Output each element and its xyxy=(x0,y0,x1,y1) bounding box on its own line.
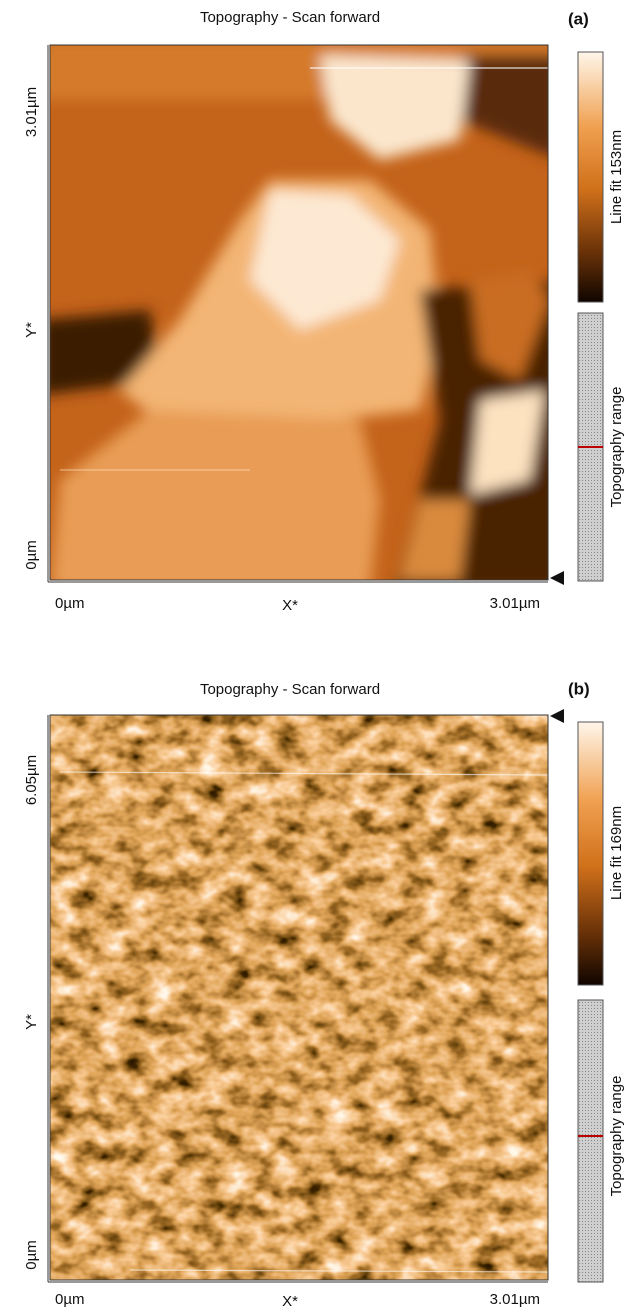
range-box xyxy=(578,1000,603,1282)
colorbar-label: Line fit 153nm xyxy=(608,130,625,224)
panel-label: (a) xyxy=(568,9,589,28)
x-left-label: 0µm xyxy=(55,595,84,612)
x-axis-name: X* xyxy=(282,597,298,614)
range-label: Topography range xyxy=(608,1076,625,1197)
panel-label: (b) xyxy=(568,679,590,698)
x-left-label: 0µm xyxy=(55,1291,84,1308)
y-bottom-label: 0µm xyxy=(23,540,40,569)
x-right-label: 3.01µm xyxy=(490,1291,540,1308)
colorbar-label: Line fit 169nm xyxy=(608,806,625,900)
x-axis-name: X* xyxy=(282,1293,298,1310)
afm-image xyxy=(40,40,560,590)
y-axis-name: Y* xyxy=(23,322,40,338)
afm-image xyxy=(50,715,548,1280)
panel-title: Topography - Scan forward xyxy=(200,9,380,26)
y-axis-name: Y* xyxy=(23,1014,40,1030)
range-label: Topography range xyxy=(608,387,625,508)
panel-a: Topography - Scan forward (a) 3.01µm Y* … xyxy=(23,9,625,614)
y-bottom-label: 0µm xyxy=(23,1240,40,1269)
colorbar xyxy=(578,722,603,985)
y-top-label: 3.01µm xyxy=(23,87,40,137)
figure: Topography - Scan forward (a) 3.01µm Y* … xyxy=(0,0,631,1310)
colorbar xyxy=(578,52,603,302)
panel-title: Topography - Scan forward xyxy=(200,681,380,698)
x-right-label: 3.01µm xyxy=(490,595,540,612)
panel-b: Topography - Scan forward (b) 6.05µm Y* … xyxy=(23,679,625,1309)
y-top-label: 6.05µm xyxy=(23,755,40,805)
